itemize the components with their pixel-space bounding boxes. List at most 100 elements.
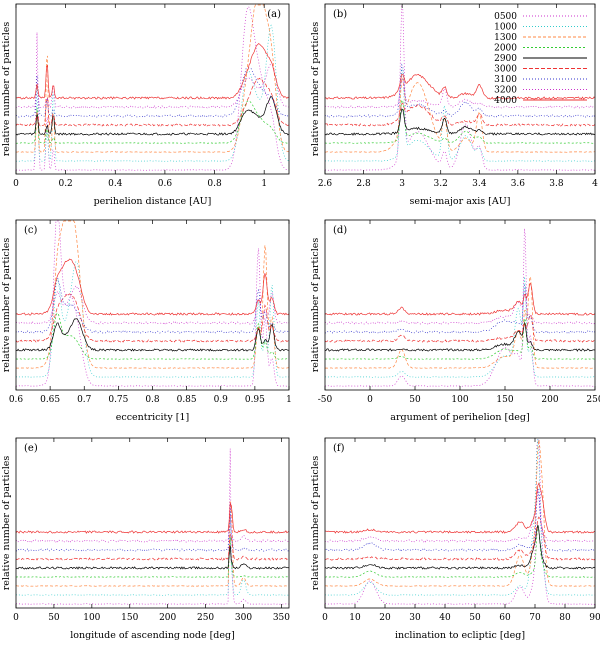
panel-b-series-2000 [324, 99, 596, 144]
panel-f-curves [324, 438, 596, 605]
panel-a-ticks: 0 0.2 0.4 0.6 0.8 1 [13, 4, 267, 189]
panel-e-frame [15, 437, 290, 609]
panel-f-xtick-label: 50 [469, 613, 481, 623]
panel-f-series-1300 [324, 439, 596, 587]
panel-d-series-1300 [324, 275, 596, 369]
panel-a-series-3100 [15, 67, 290, 118]
panel-e-xtick-label: 100 [83, 613, 100, 623]
panel-e-xtick-label: 150 [121, 613, 138, 623]
panel-b-xtick-label: 3.2 [434, 179, 448, 189]
panel-d-xtick-label: 200 [541, 395, 558, 405]
panel-d-series-4000 [324, 282, 596, 316]
panel-a-xtick-label: 0.8 [207, 179, 222, 189]
panel-e-series-2900 [15, 545, 290, 570]
panel-d-xtick-label: 150 [496, 395, 513, 405]
panel-b-ticks: 2.6 2.8 3 3.2 3.4 3.6 3.8 4 [318, 4, 598, 189]
panel-c-xtick-label: 0.9 [214, 395, 229, 405]
panel-b-frame [324, 3, 596, 175]
panel-e-series-1000 [15, 509, 290, 596]
panel-a-series-3200 [15, 63, 290, 109]
panel-f-series-1000 [324, 438, 596, 596]
panel-b-label: (b) [333, 9, 347, 20]
panel-b-xtick-label: 2.6 [318, 179, 333, 189]
panel-e-xtick-label: 200 [159, 613, 176, 623]
panel-c-series-3200 [15, 285, 290, 325]
panel-a-series-2000 [15, 100, 290, 144]
panel-c-series-1000 [16, 261, 290, 378]
panel-a-xtick-label: 1 [261, 179, 267, 189]
legend-label-3000: 3000 [494, 65, 517, 75]
panel-f-xtick-label: 20 [379, 613, 391, 623]
panel-c-series-1300 [15, 220, 290, 369]
panel-f-series-2900 [324, 524, 596, 570]
panel-b-series-3200 [324, 77, 596, 109]
panel-b-series-1000 [324, 68, 596, 162]
panel-b-xtick-label: 3.6 [511, 179, 526, 189]
panel-c-xtick-label: 0.95 [245, 395, 265, 405]
panel-c-series-3000 [15, 292, 290, 343]
legend-label-1300: 1300 [494, 33, 517, 43]
panel-f-series-4000 [324, 482, 596, 534]
panel-f-xtick-label: 90 [589, 613, 600, 623]
panel-e-series-3000 [15, 533, 290, 561]
legend-label-1000: 1000 [494, 23, 517, 33]
panel-e-series-2000 [16, 536, 290, 578]
panel-b-series-3000 [324, 102, 596, 127]
panel-e-xlabel: longitude of ascending node [deg] [70, 630, 235, 641]
panel-e: 0 50 100 150 200 250 300 350 (e) longitude of a… [1, 437, 290, 641]
panel-e-xtick-label: 250 [197, 613, 214, 623]
panel-b-xtick-label: 3.4 [472, 179, 487, 189]
panel-f-xtick-label: 60 [499, 613, 511, 623]
legend-label-2900: 2900 [494, 54, 517, 64]
panel-e-label: (e) [24, 443, 38, 454]
panel-f-xtick-label: 0 [322, 613, 328, 623]
panel-a-series-4000 [15, 43, 290, 100]
panel-c-xtick-label: 0.65 [40, 395, 60, 405]
panel-a-series-0500 [16, 6, 290, 171]
panel-e-series-3200 [15, 514, 290, 543]
panel-a-frame [15, 3, 290, 175]
panel-d-label: (d) [333, 225, 347, 236]
panel-d: -50 0 50 100 150 200 250 (d) argument of perih… [310, 219, 600, 423]
panel-f-xlabel: inclination to ecliptic [deg] [395, 630, 525, 641]
panel-e-xtick-label: 350 [273, 613, 290, 623]
panel-c-xtick-label: 0.6 [9, 395, 24, 405]
panel-d-series-2900 [324, 322, 596, 352]
panel-b-xtick-label: 4 [592, 179, 598, 189]
panel-d-xlabel: argument of perihelion [deg] [390, 412, 529, 423]
panel-d-xtick-label: -50 [318, 395, 333, 405]
panel-b-xtick-label: 3.8 [549, 179, 564, 189]
panel-d-xtick-label: 0 [367, 395, 373, 405]
panel-c-ticks: 0.6 0.65 0.7 0.75 0.8 0.85 0.9 0.95 1 [9, 220, 292, 405]
panel-e-ylabel: relative number of particles [1, 456, 12, 591]
panel-c-series-2900 [15, 318, 290, 352]
panel-a-series-2900 [15, 96, 290, 136]
panel-d-xtick-label: 100 [451, 395, 468, 405]
panel-a-xtick-label: 0.2 [58, 179, 72, 189]
panel-b-curves [324, 4, 596, 171]
panel-c-series-0500 [15, 220, 290, 387]
panel-a-xtick-label: 0 [13, 179, 19, 189]
panel-d-xtick-label: 50 [409, 395, 421, 405]
panel-f-xtick-label: 10 [349, 613, 361, 623]
panel-c-curves [15, 220, 290, 387]
legend-label-2000: 2000 [494, 44, 517, 54]
panel-d-ticks: -50 0 50 100 150 200 250 [318, 220, 600, 405]
panel-f-series-2000 [324, 524, 596, 578]
panel-f-series-3100 [324, 488, 596, 552]
panel-a-label: (a) [267, 9, 281, 20]
panel-d-series-3100 [324, 284, 596, 334]
panel-a-curves [15, 4, 290, 171]
panel-d-ylabel: relative number of particles [310, 238, 321, 373]
panel-b-ylabel: relative number of particles [310, 22, 321, 157]
panel-a-series-1000 [15, 24, 290, 162]
panel-e-series-1300 [15, 501, 290, 587]
legend-label-3100: 3100 [494, 75, 517, 85]
panel-c-series-2000 [15, 312, 289, 360]
panel-c-xtick-label: 0.85 [177, 395, 197, 405]
panel-a-xtick-label: 0.6 [158, 179, 173, 189]
panel-e-series-3100 [16, 504, 290, 552]
panel-b: 2.6 2.8 3 3.2 3.4 3.6 3.8 4 0500100013002000290… [310, 3, 598, 207]
